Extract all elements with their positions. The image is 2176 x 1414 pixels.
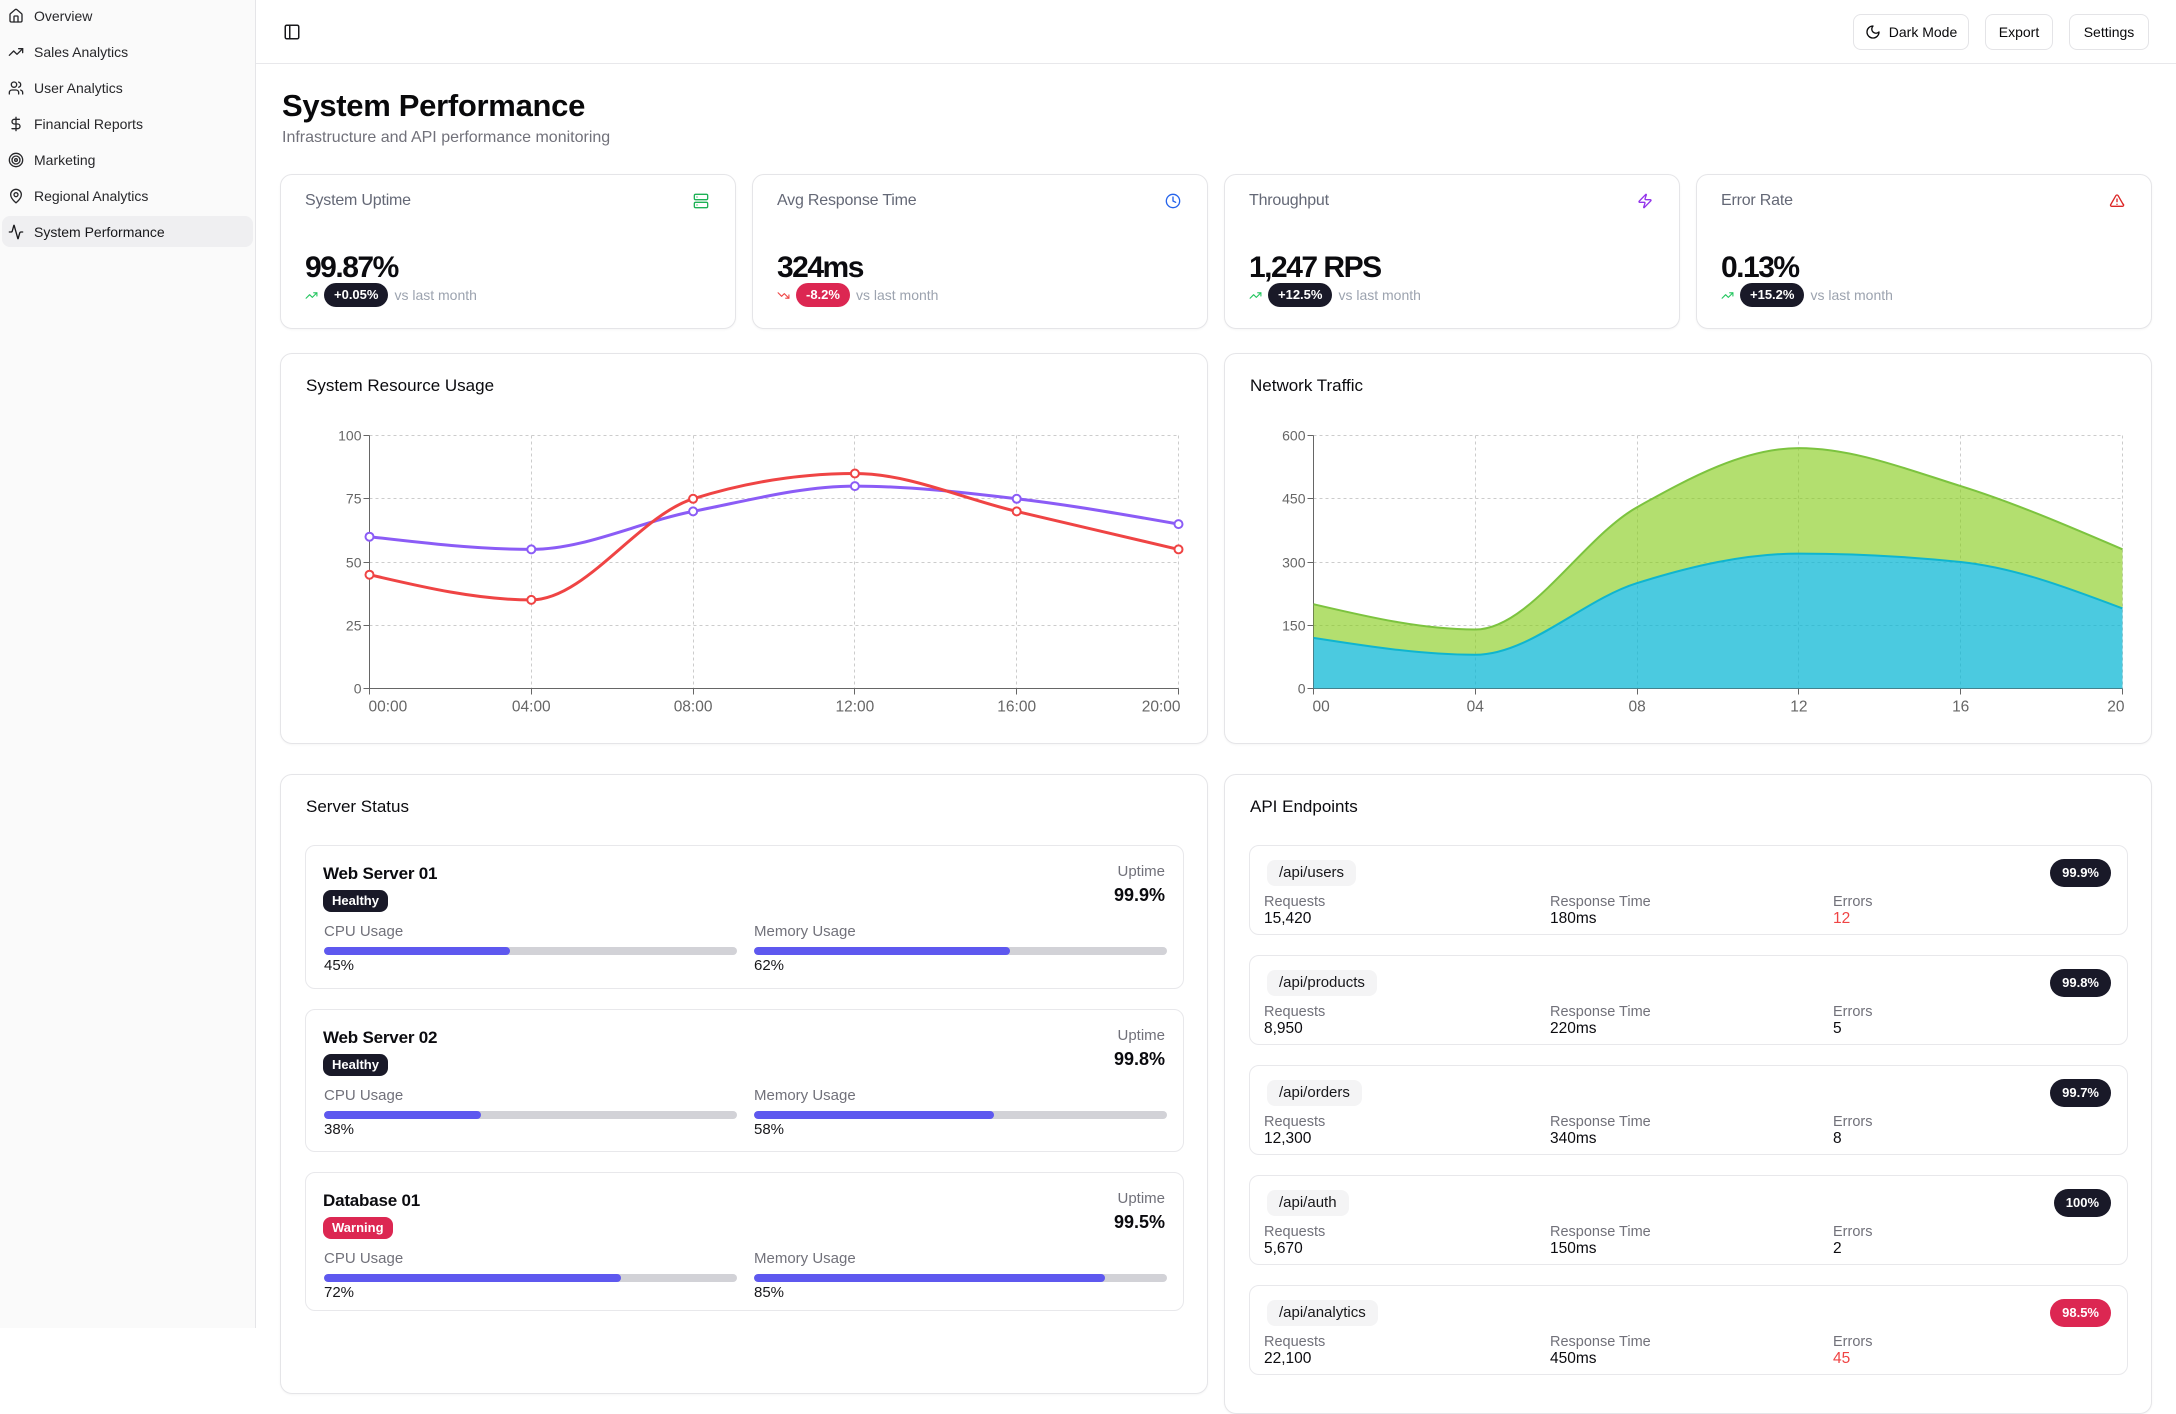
svg-text:12:00: 12:00 xyxy=(836,699,875,716)
svg-text:50: 50 xyxy=(346,555,362,571)
svg-text:16: 16 xyxy=(1952,699,1969,716)
svg-text:600: 600 xyxy=(1282,428,1306,444)
svg-text:450: 450 xyxy=(1282,491,1306,507)
svg-text:75: 75 xyxy=(346,491,362,507)
svg-text:16:00: 16:00 xyxy=(997,699,1036,716)
svg-text:12: 12 xyxy=(1790,699,1807,716)
svg-text:08:00: 08:00 xyxy=(674,699,713,716)
svg-text:20:00: 20:00 xyxy=(1142,699,1181,716)
svg-text:08: 08 xyxy=(1628,699,1645,716)
svg-text:25: 25 xyxy=(346,618,362,634)
svg-text:150: 150 xyxy=(1282,618,1306,634)
svg-text:04: 04 xyxy=(1467,699,1485,716)
svg-text:20: 20 xyxy=(2107,699,2125,716)
svg-text:04:00: 04:00 xyxy=(512,699,551,716)
svg-text:100: 100 xyxy=(338,428,362,444)
svg-text:300: 300 xyxy=(1282,555,1306,571)
svg-text:0: 0 xyxy=(354,681,362,697)
svg-text:00: 00 xyxy=(1313,699,1331,716)
svg-text:00:00: 00:00 xyxy=(369,699,408,716)
svg-text:0: 0 xyxy=(1298,681,1306,697)
